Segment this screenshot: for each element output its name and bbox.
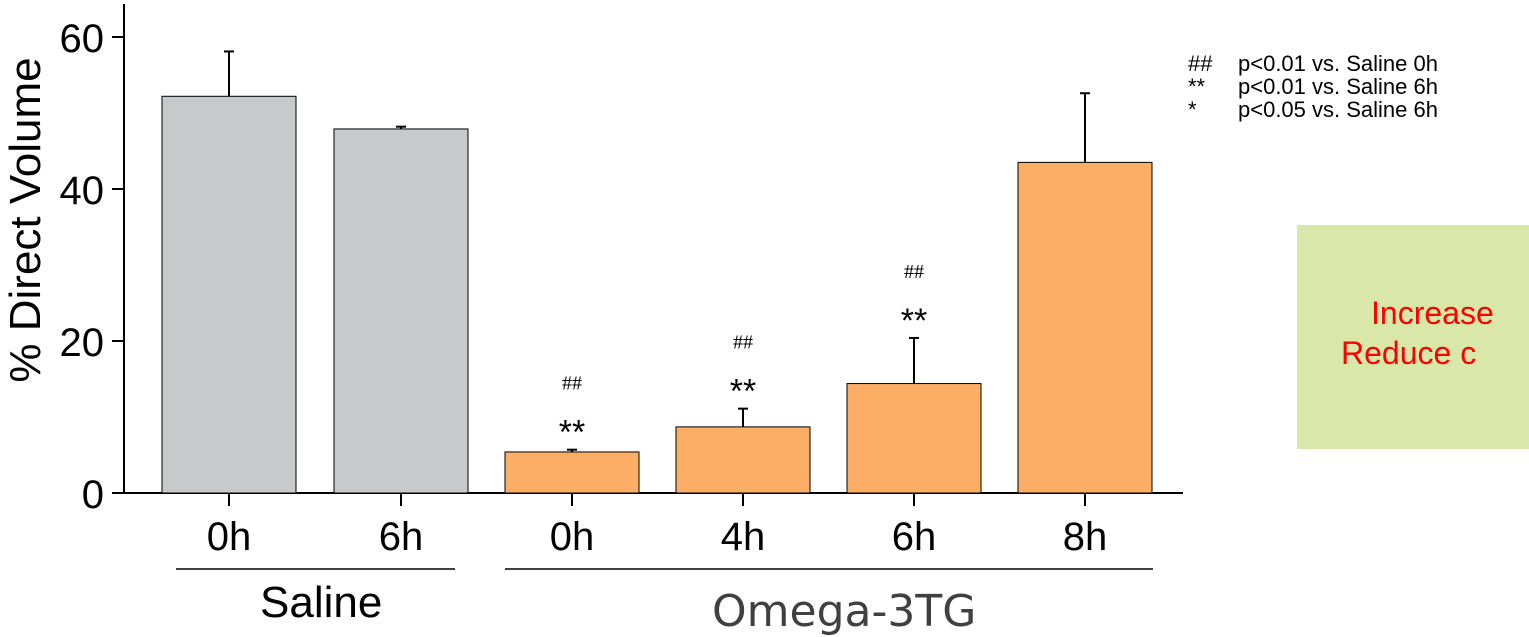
legend-row: * p<0.05 vs. Saline 6h (1188, 98, 1438, 121)
bar (1017, 161, 1153, 494)
bar (504, 451, 640, 494)
x-tick-label: 8h (1063, 515, 1108, 559)
x-tick-label: 4h (721, 515, 766, 559)
significance-legend: ## p<0.01 vs. Saline 0h ** p<0.01 vs. Sa… (1188, 52, 1438, 121)
significance-stars: ** (901, 302, 927, 340)
legend-text: p<0.01 vs. Saline 6h (1238, 74, 1438, 99)
significance-annotations: ## ** ## ** ## ** (559, 261, 927, 452)
group-label-saline: Saline (260, 578, 383, 627)
significance-hash: ## (562, 373, 582, 395)
legend-symbol: * (1188, 97, 1197, 122)
significance-hash: ## (904, 261, 924, 283)
chart-axes: 0 20 40 60 (60, 4, 1183, 517)
significance-stars: ** (730, 373, 756, 411)
x-tick-label: 6h (892, 515, 937, 559)
significance-stars: ** (559, 414, 585, 452)
y-tick-label: 0 (82, 473, 104, 517)
x-tick-label: 6h (379, 515, 424, 559)
bar-chart: 0 20 40 60 0h 6h 0h 4h 6h 8h ## ** ## ** ## ** % Dire… (1, 4, 1183, 570)
callout-box: Increase Reduce c (1297, 225, 1529, 449)
legend-text: p<0.01 vs. Saline 0h (1238, 51, 1438, 76)
legend-text: p<0.05 vs. Saline 6h (1238, 97, 1438, 122)
bar (161, 95, 297, 494)
legend-row: ## p<0.01 vs. Saline 0h (1188, 52, 1438, 75)
y-tick-label: 60 (60, 17, 105, 61)
y-tick-label: 40 (60, 169, 105, 213)
legend-symbol: ** (1188, 74, 1206, 99)
legend-row: ** p<0.01 vs. Saline 6h (1188, 75, 1438, 98)
bar (675, 426, 811, 494)
callout-line-2: Reduce c (1341, 335, 1477, 371)
y-tick-label: 20 (60, 321, 105, 365)
callout-line-1: Increase (1371, 295, 1494, 331)
x-tick-label: 0h (550, 515, 595, 559)
legend-symbol: ## (1188, 51, 1213, 76)
significance-hash: ## (733, 332, 753, 354)
bar (846, 383, 982, 494)
x-tick-label: 0h (207, 515, 252, 559)
bar (333, 128, 469, 494)
y-axis-label: % Direct Volume (1, 57, 50, 382)
group-label-omega: Omega-3TG (712, 586, 977, 637)
chart-bars: 0h 6h 0h 4h 6h 8h (161, 50, 1153, 570)
